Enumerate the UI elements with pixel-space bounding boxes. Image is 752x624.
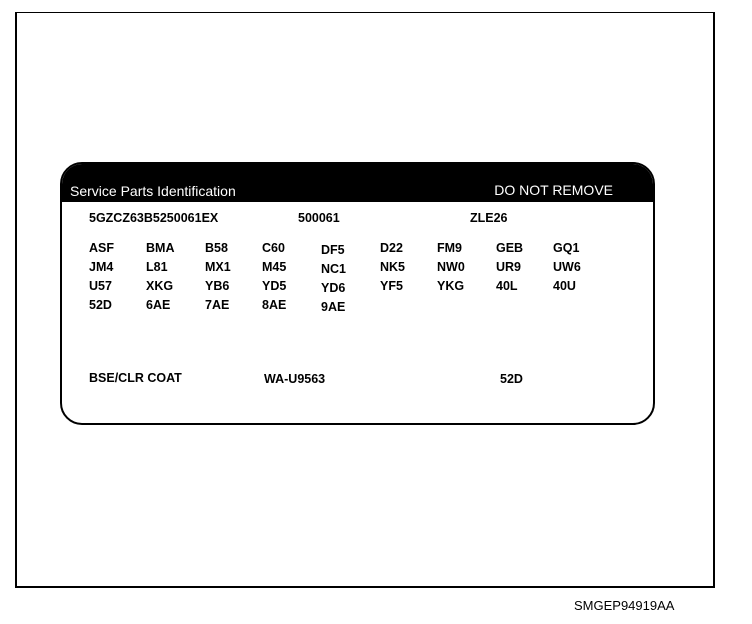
option-code: 52D (89, 298, 112, 312)
option-code: NK5 (380, 260, 406, 274)
option-code: U57 (89, 279, 112, 293)
option-code: UR9 (496, 260, 522, 274)
vin-text: 5GZCZ63B5250061EX (89, 211, 219, 225)
option-code: M45 (262, 260, 287, 274)
option-code: YKG (437, 279, 465, 293)
option-code: YD5 (262, 279, 287, 293)
option-code: JM4 (89, 260, 114, 274)
label-title: Service Parts Identification (70, 183, 236, 199)
option-code: NW0 (437, 260, 465, 274)
figure-frame (15, 12, 715, 588)
service-parts-label: Service Parts Identification DO NOT REMO… (60, 162, 655, 425)
do-not-remove-text: DO NOT REMOVE (494, 182, 613, 198)
option-code: ASF (89, 241, 114, 255)
option-code: 9AE (321, 300, 346, 314)
figure-id: SMGEP94919AA (574, 598, 675, 613)
option-code: DF5 (321, 243, 345, 257)
option-code: 7AE (205, 298, 230, 312)
option-code: FM9 (437, 241, 462, 255)
option-code: YF5 (380, 279, 403, 293)
paint-code: WA-U9563 (264, 372, 326, 386)
option-code: BMA (146, 241, 175, 255)
paint-option: 52D (500, 372, 523, 386)
option-code: GQ1 (553, 241, 580, 255)
code-text: ZLE26 (470, 211, 508, 225)
option-code: UW6 (553, 260, 581, 274)
option-code: XKG (146, 279, 174, 293)
option-code: B58 (205, 241, 228, 255)
option-code: L81 (146, 260, 168, 274)
option-code: GEB (496, 241, 524, 255)
option-code: D22 (380, 241, 403, 255)
option-code: NC1 (321, 262, 347, 276)
paint-label: BSE/CLR COAT (89, 371, 182, 385)
option-code: 40L (496, 279, 518, 293)
option-code: MX1 (205, 260, 231, 274)
option-code: YB6 (205, 279, 230, 293)
number-text: 500061 (298, 211, 340, 225)
option-code: C60 (262, 241, 285, 255)
option-code: 6AE (146, 298, 171, 312)
option-code: 40U (553, 279, 576, 293)
label-header: Service Parts Identification DO NOT REMO… (62, 164, 653, 202)
option-code: 8AE (262, 298, 287, 312)
option-code: YD6 (321, 281, 346, 295)
